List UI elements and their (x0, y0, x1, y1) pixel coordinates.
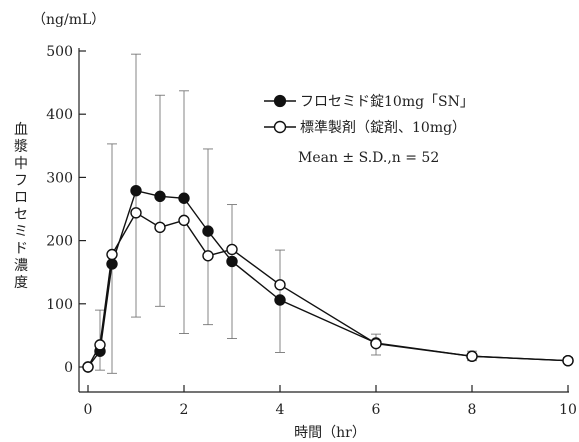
data-point-series-1 (130, 184, 142, 197)
y-axis-title-char: セ (14, 207, 28, 223)
y-tick-label: 0 (64, 360, 73, 376)
y-axis-title-char: 血 (14, 122, 28, 138)
data-point-series-2 (466, 350, 478, 362)
data-point-series-2 (274, 279, 286, 291)
data-point-series-2 (154, 221, 166, 234)
legend: フロセミド錠10mg「SN」 標準製剤（錠剤、10mg） Mean ± S.D.… (264, 94, 474, 166)
data-point-series-1 (202, 225, 214, 237)
x-tick-label: 2 (180, 402, 189, 418)
y-axis-title-char: 中 (14, 156, 28, 172)
x-tick-label: 4 (276, 402, 285, 418)
x-tick-label: 10 (559, 402, 577, 418)
y-tick-label: 100 (46, 297, 73, 313)
series-lines (87, 189, 569, 368)
x-tick-label: 8 (468, 402, 477, 418)
y-unit-label: （ng/mL） (32, 12, 105, 28)
data-point-series-1 (106, 258, 118, 270)
legend-marker-series-2 (273, 120, 287, 134)
y-axis-title-char: ミ (14, 224, 28, 240)
data-point-series-2 (370, 337, 382, 350)
x-tick-label: 6 (372, 402, 381, 418)
legend-label-series-2: 標準製剤（錠剤、10mg） (300, 120, 466, 136)
data-point-series-1 (154, 190, 166, 203)
y-axis-title-char: 度 (14, 275, 28, 291)
data-point-series-2 (226, 243, 238, 256)
data-point-series-2 (94, 339, 106, 351)
data-point-series-1 (178, 192, 190, 204)
y-axis-title-char: フ (14, 173, 28, 189)
x-axis-title: 時間（hr） (294, 425, 366, 441)
y-axis-title-char: ロ (14, 190, 28, 206)
y-axis-ticks: 0 100 200 300 400 500 (46, 44, 86, 376)
y-axis-title-char: ド (14, 241, 28, 257)
y-tick-label: 300 (46, 170, 73, 186)
data-point-series-1 (274, 294, 286, 306)
y-tick-label: 200 (46, 234, 73, 250)
y-tick-label: 400 (46, 107, 73, 123)
x-tick-label: 0 (84, 402, 93, 418)
data-point-series-2 (178, 214, 190, 227)
x-axis-ticks: 0 2 4 6 8 10 (84, 385, 577, 418)
legend-label-series-1: フロセミド錠10mg「SN」 (300, 94, 474, 110)
data-point-series-1 (226, 255, 238, 268)
y-tick-label: 500 (46, 44, 73, 60)
annotation-mean-sd: Mean ± S.D.,n = 52 (298, 150, 439, 166)
y-axis-title-char: 漿 (14, 139, 28, 155)
series-line-2 (87, 211, 569, 368)
legend-marker-series-1 (273, 94, 287, 108)
y-axis-title-char: 濃 (14, 258, 28, 274)
series-points (82, 184, 574, 373)
data-point-series-2 (562, 354, 574, 367)
data-point-series-2 (202, 250, 214, 262)
data-point-series-2 (130, 207, 142, 219)
data-point-series-2 (82, 361, 94, 373)
data-point-series-2 (106, 248, 118, 261)
